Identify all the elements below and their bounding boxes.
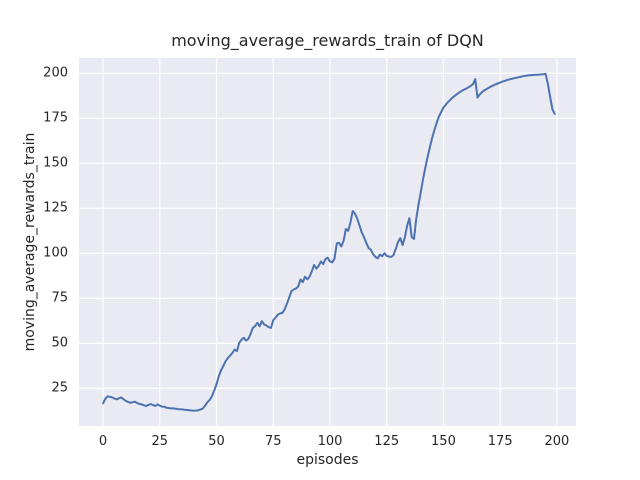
x-tick-label: 100	[317, 434, 343, 449]
y-tick-label: 125	[43, 200, 68, 216]
x-tick-label: 75	[264, 434, 282, 449]
y-tick-label: 100	[43, 245, 68, 261]
y-tick-label: 25	[51, 380, 68, 396]
chart-title: moving_average_rewards_train of DQN	[171, 31, 484, 50]
y-tick-label: 75	[51, 290, 68, 306]
x-tick-label: 125	[374, 434, 400, 449]
plot-area	[79, 58, 576, 426]
y-tick-label: 50	[51, 335, 68, 351]
y-tick-label: 175	[43, 110, 68, 126]
y-tick-label: 200	[43, 65, 68, 81]
x-tick-label: 150	[431, 434, 456, 449]
x-axis-label: episodes	[296, 452, 359, 468]
x-tick-label: 50	[208, 434, 225, 449]
x-tick-label: 0	[98, 434, 108, 449]
x-tick-label: 200	[544, 434, 570, 449]
x-tick-label: 25	[151, 434, 169, 449]
x-tick-label: 175	[487, 434, 513, 449]
line-series	[102, 72, 556, 412]
y-axis-label-text: moving_average_rewards_train	[22, 132, 38, 352]
y-tick-label: 150	[43, 155, 68, 171]
